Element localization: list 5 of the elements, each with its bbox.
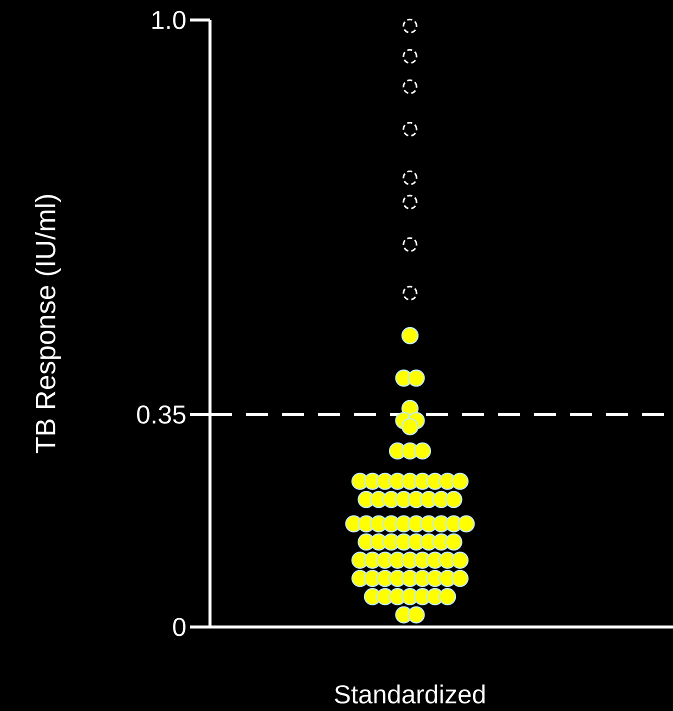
x-tick-label: Standardized — [334, 684, 485, 704]
y-tick-label: 0 — [173, 618, 186, 636]
y-axis-title: TB Response (IU/ml) — [34, 195, 61, 454]
y-tick-label: 0.35 — [137, 405, 186, 424]
y-tick-label: 1.0 — [152, 10, 186, 30]
